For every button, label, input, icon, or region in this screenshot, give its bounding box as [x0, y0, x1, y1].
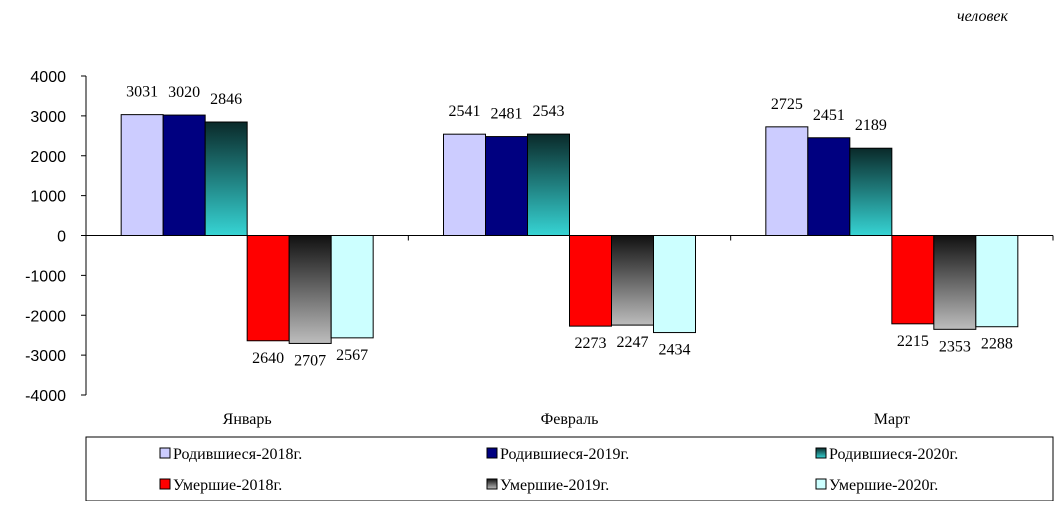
x-category-label: Февраль	[541, 411, 599, 428]
y-tick-label: 3000	[30, 109, 66, 126]
unit-label: человек	[956, 8, 1008, 25]
bar	[569, 235, 612, 327]
legend-swatch	[815, 447, 827, 459]
legend-label: Родившиеся-2020г.	[829, 446, 958, 463]
bar	[765, 126, 809, 236]
data-label: 2846	[210, 91, 242, 108]
data-label: 2434	[659, 342, 691, 359]
y-tick-label: -1000	[25, 268, 66, 285]
legend-label: Умершие-2018г.	[173, 477, 282, 494]
y-tick-label: 1000	[30, 189, 66, 206]
bar	[653, 235, 696, 334]
data-label: 2707	[294, 352, 326, 369]
data-label: 2567	[336, 347, 368, 364]
bar	[891, 235, 935, 325]
y-tick-label: 0	[57, 229, 66, 246]
bar	[288, 235, 332, 344]
data-label: 3020	[168, 84, 200, 101]
legend-box	[85, 436, 1054, 502]
legend-swatch	[486, 447, 498, 459]
bar	[204, 121, 248, 236]
data-label: 2541	[449, 103, 481, 120]
bar	[849, 147, 893, 236]
x-category-label: Январь	[223, 411, 272, 428]
legend-swatch	[486, 478, 498, 490]
bar	[807, 137, 851, 236]
data-label: 2273	[575, 335, 607, 352]
legend-label: Умершие-2020г.	[829, 477, 938, 494]
data-label: 2288	[981, 336, 1013, 353]
data-label: 2353	[939, 338, 971, 355]
legend-swatch	[159, 447, 171, 459]
data-label: 2189	[855, 117, 887, 134]
bar	[330, 235, 374, 339]
data-label: 2215	[897, 333, 929, 350]
legend-swatch	[815, 478, 827, 490]
data-label: 2451	[813, 107, 845, 124]
data-label: 3031	[126, 84, 158, 101]
y-tick-label: -2000	[25, 308, 66, 325]
data-label: 2640	[252, 350, 284, 367]
data-label: 2247	[617, 334, 649, 351]
bar	[246, 235, 290, 342]
bar	[120, 114, 164, 236]
bar	[611, 235, 654, 326]
bar	[485, 136, 528, 237]
data-label: 2543	[533, 103, 565, 120]
bar	[162, 114, 206, 236]
data-label: 2481	[491, 106, 523, 123]
y-tick-label: -3000	[25, 348, 66, 365]
bar	[443, 133, 486, 236]
y-tick-label: -4000	[25, 388, 66, 405]
data-label: 2725	[771, 96, 803, 113]
y-tick-label: 4000	[30, 69, 66, 86]
y-tick-label: 2000	[30, 149, 66, 166]
legend-label: Родившиеся-2019г.	[500, 446, 629, 463]
bar	[527, 133, 570, 236]
legend-label: Родившиеся-2018г.	[173, 446, 302, 463]
bar	[975, 235, 1019, 328]
legend-swatch	[159, 478, 171, 490]
x-category-label: Март	[874, 411, 910, 428]
bar	[933, 235, 977, 330]
legend-label: Умершие-2019г.	[500, 477, 609, 494]
